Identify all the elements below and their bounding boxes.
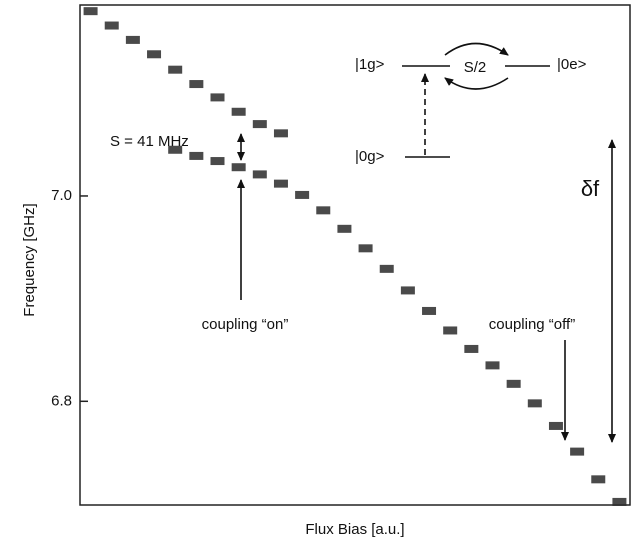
spectral-peak	[189, 151, 204, 160]
detuning-label: δf	[581, 176, 600, 201]
spectral-peak	[252, 120, 267, 129]
x-axis-label: Flux Bias [a.u.]	[305, 521, 404, 538]
y-tick-label: 7.0	[51, 187, 72, 204]
plot-frame	[79, 4, 631, 506]
spectral-peak	[273, 179, 288, 188]
splitting-label: S = 41 MHz	[110, 133, 189, 150]
state-label: |1g>	[355, 56, 385, 73]
spectral-peak	[316, 206, 331, 215]
state-label: |0e>	[557, 56, 587, 73]
spectral-peak	[358, 244, 373, 253]
y-axis-label: Frequency [GHz]	[21, 203, 38, 316]
coupling-arrow	[444, 77, 509, 90]
spectral-peak	[231, 107, 246, 116]
spectral-peak	[379, 264, 394, 273]
spectral-peak	[104, 21, 119, 30]
spectral-peak	[210, 157, 225, 166]
spectral-peak	[231, 163, 246, 172]
spectral-peak	[210, 93, 225, 102]
spectral-peak	[527, 399, 542, 408]
spectral-peak	[443, 326, 458, 335]
spectral-peak	[147, 50, 162, 59]
spectral-peak	[548, 421, 563, 430]
spectral-peak	[591, 475, 606, 484]
coupling-arrow	[444, 42, 509, 56]
spectral-peak	[189, 80, 204, 89]
spectral-peak	[485, 361, 500, 370]
spectral-peak	[337, 224, 352, 233]
state-label: |0g>	[355, 148, 385, 165]
coupling-off-label: coupling “off”	[489, 316, 575, 333]
spectral-peak	[612, 497, 627, 506]
spectral-peak	[83, 7, 98, 16]
spectral-peak	[168, 145, 183, 154]
spectral-peak	[125, 35, 140, 44]
spectral-peak	[168, 65, 183, 74]
coupling-label: S/2	[464, 59, 487, 76]
coupling-on-label: coupling “on”	[202, 316, 289, 333]
spectral-peak	[252, 170, 267, 179]
spectral-peak	[506, 379, 521, 388]
spectral-peak	[273, 129, 288, 138]
spectral-peak	[295, 190, 310, 199]
spectral-peak	[422, 306, 437, 315]
spectral-peak	[464, 344, 479, 353]
y-tick-label: 6.8	[51, 392, 72, 409]
spectral-peak	[400, 286, 415, 295]
spectral-peak	[570, 447, 585, 456]
